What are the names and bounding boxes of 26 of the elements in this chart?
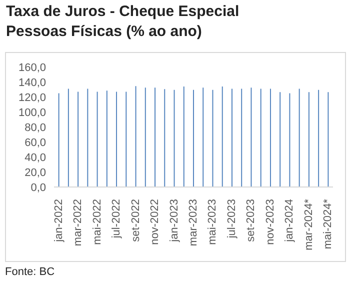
y-tick-label: 80,0: [24, 122, 46, 134]
x-tick-label: jul-2022: [110, 199, 123, 240]
x-tick-label: mai-2024*: [322, 198, 334, 250]
y-tick-label: 100,0: [18, 106, 46, 119]
x-tick-label: nov-2022: [149, 199, 162, 245]
y-tick-label: 40,0: [24, 152, 46, 164]
chart-title: Taxa de Juros - Cheque Especial Pessoas Físicas (% ao ano): [6, 2, 240, 42]
y-tick-label: 20,0: [24, 166, 46, 179]
x-tick-label: nov-2023: [264, 199, 276, 245]
y-tick-label: 160,0: [18, 62, 46, 74]
source-note: Fonte: BC: [5, 266, 56, 278]
x-tick-label: mai-2023: [206, 199, 219, 245]
y-tick-label: 0,0: [30, 182, 46, 194]
x-tick-label: jan-2024: [284, 199, 296, 243]
x-tick-label: mar-2022: [72, 199, 84, 246]
x-tick-label: mai-2022: [91, 199, 104, 245]
x-tick-label: jan-2022: [52, 199, 65, 243]
x-tick-label: jul-2023: [226, 199, 238, 240]
x-tick-label: mar-2023: [188, 199, 200, 246]
x-tick-label: set-2023: [245, 199, 258, 242]
y-tick-label: 120,0: [18, 92, 46, 104]
x-tick-label: jan-2023: [168, 199, 180, 243]
x-tick-label: mar-2024*: [302, 198, 315, 250]
x-tick-label: set-2022: [130, 199, 142, 242]
y-tick-label: 140,0: [18, 76, 46, 89]
y-tick-label: 60,0: [24, 136, 46, 149]
